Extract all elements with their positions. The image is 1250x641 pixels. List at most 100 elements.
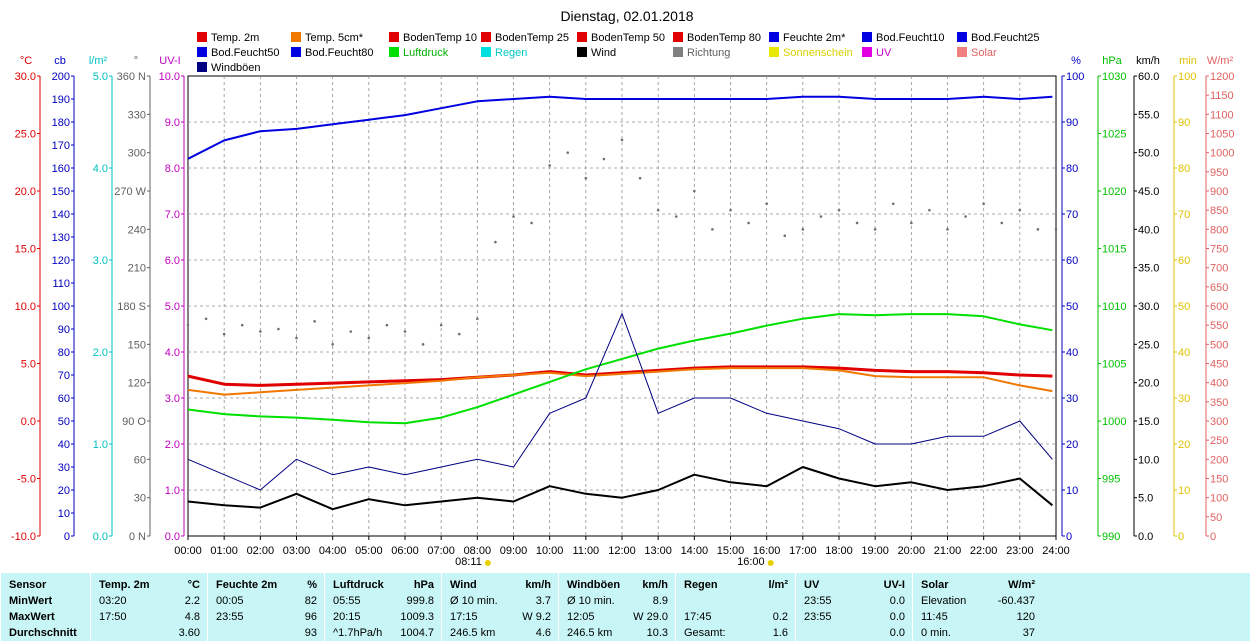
summary-label: Ø 10 min. [567,595,615,607]
x-tick-label: 08:00 [464,545,492,557]
axis-tick-label-left: 20.0 [15,186,36,198]
axis-tick-label-left: 60 [134,454,146,466]
axis-tick-label-right: 750 [1210,244,1228,256]
summary-column: Luftdruck hPa 05:55 999.8 20:15 1009.3 ^1.7hPa… [324,573,442,641]
summary-value: 0.0 [889,611,905,623]
axis-tick-label-right: 5.0 [1138,493,1153,505]
axis-tick-label-left: 4.0 [93,163,108,175]
direction-point [277,327,280,331]
x-tick-label: 00:00 [174,545,202,557]
legend-swatch [862,47,872,57]
summary-header: UV [804,579,820,591]
summary-column: Solar W/m² Elevation -60.437 11:45 120 0 min. 3… [912,573,1043,641]
legend-swatch [481,47,491,57]
summary-label: 246.5 km [450,627,496,639]
direction-point [222,332,226,336]
x-tick-label: 16:00 [753,545,781,557]
axis-tick-label-left: 90 O [122,416,146,428]
axis-tick-label-right: 950 [1210,167,1228,179]
summary-value: 8.9 [652,595,668,607]
direction-point [656,208,660,212]
axis-tick-label-left: 0 [64,531,70,543]
summary-header: Wind [450,579,477,591]
axis-tick-label-left: 270 W [114,186,146,198]
summary-value: 0.2 [772,611,788,623]
legend-swatch [769,32,779,42]
summary-unit: UV-I [883,579,905,591]
summary-label: 23:55 [804,611,832,623]
axis-tick-label-right: 20 [1066,439,1078,451]
x-tick-label: 19:00 [861,545,889,557]
axis-tick-label-right: 450 [1210,359,1228,371]
axis-tick-label-right: 500 [1210,339,1228,351]
direction-point [1036,228,1040,231]
axis-tick-label-left: 7.0 [165,209,180,221]
legend-label: Luftdruck [403,47,449,59]
axis-tick-label-left: 6.0 [165,255,180,267]
direction-point [819,215,823,218]
series-line-windb-en [187,313,1053,491]
axis-unit-right: min [1179,55,1197,67]
legend-swatch [197,47,207,57]
axis-tick-label-left: 130 [52,232,70,244]
legend-swatch [673,32,683,42]
summary-value: 1.6 [772,627,788,639]
summary-value: W 29.0 [633,611,668,623]
axis-tick-label-left: 40 [58,439,70,451]
x-tick-label: 17:00 [789,545,817,557]
axis-tick-label-right: 45.0 [1138,186,1159,198]
summary-value: 4.8 [184,611,200,623]
series-group [186,95,1058,511]
series-line-wind [187,466,1054,511]
axis-tick-label-right: 250 [1210,435,1228,447]
direction-point [548,164,551,167]
axis-tick-label-left: 30 [58,462,70,474]
direction-point [620,138,624,142]
legend-label: BodenTemp 80 [687,32,761,44]
axis-tick-label-right: 1025 [1102,129,1126,141]
axis-tick-label-left: 190 [52,94,70,106]
axis-tick-label-left: -10.0 [11,531,36,543]
axis-tick-label-right: 40 [1178,347,1190,359]
axis-tick-label-right: 995 [1102,474,1120,486]
summary-label: ^1.7hPa/h [333,627,383,639]
summary-value: 1004.7 [400,627,434,639]
axis-tick-label-left: 5.0 [165,301,180,313]
axis-tick-label-right: 100 [1178,71,1196,83]
axis-tick-label-right: 1020 [1102,186,1126,198]
summary-header: Regen [684,579,718,591]
sun-marker-icon [767,560,774,566]
axis-unit-left: ° [134,55,138,67]
axis-tick-label-right: 15.0 [1138,416,1159,428]
x-axis: 00:00 01:00 02:00 03:00 04:00 05:00 06:00 07:00… [174,536,1070,568]
summary-label: 17:15 [450,611,478,623]
axis-tick-label-left: 180 [52,117,70,129]
x-tick-label: 06:00 [391,545,419,557]
sun-marker-icon [484,560,491,566]
axis-tick-label-left: 200 [52,71,70,83]
axis-tick-label-left: 80 [58,347,70,359]
axis-tick-label-left: 1.0 [165,485,180,497]
axis-tick-label-left: 9.0 [165,117,180,129]
x-tick-label: 24:00 [1042,545,1070,557]
legend-label: Temp. 2m [211,32,259,44]
axis-tick-label-right: 10 [1066,485,1078,497]
summary-label: 23:55 [216,611,244,623]
direction-point [367,336,371,340]
axis-tick-label-right: 0 [1178,531,1184,543]
direction-point [873,228,877,231]
summary-label: Elevation [921,595,967,607]
axis-tick-label-right: 0 [1210,531,1216,543]
summary-value: 82 [304,595,317,607]
summary-row-label: MinWert [9,595,53,607]
x-tick-label: 12:00 [608,545,636,557]
summary-label: 05:55 [333,595,361,607]
direction-point [331,343,334,346]
axis-tick-label-right: 90 [1178,117,1190,129]
legend-swatch [389,32,399,42]
summary-column: Temp. 2m °C 03:20 2.2 17:50 4.8 3.60 [90,573,208,641]
summary-label: Gesamt: [684,627,726,639]
axis-tick-label-right: 80 [1178,163,1190,175]
legend-swatch [197,62,207,72]
axis-tick-label-right: 1030 [1102,71,1126,83]
